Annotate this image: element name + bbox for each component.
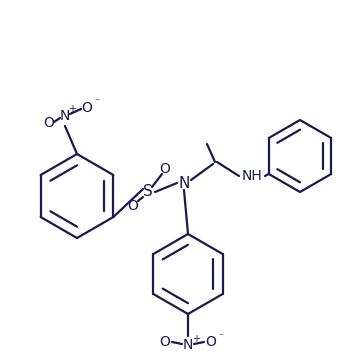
Text: O: O xyxy=(128,199,138,213)
Text: O: O xyxy=(206,335,216,349)
Text: NH: NH xyxy=(241,169,262,183)
Text: ⁻: ⁻ xyxy=(218,332,224,342)
Text: N: N xyxy=(60,109,70,123)
Text: O: O xyxy=(44,116,54,130)
Text: +: + xyxy=(192,334,200,344)
Text: O: O xyxy=(160,335,170,349)
Text: S: S xyxy=(143,185,153,199)
Text: O: O xyxy=(82,101,93,115)
Text: N: N xyxy=(183,338,193,352)
Text: +: + xyxy=(68,104,76,114)
Text: O: O xyxy=(160,162,170,176)
Text: N: N xyxy=(178,175,190,190)
Text: ⁻: ⁻ xyxy=(95,97,99,107)
